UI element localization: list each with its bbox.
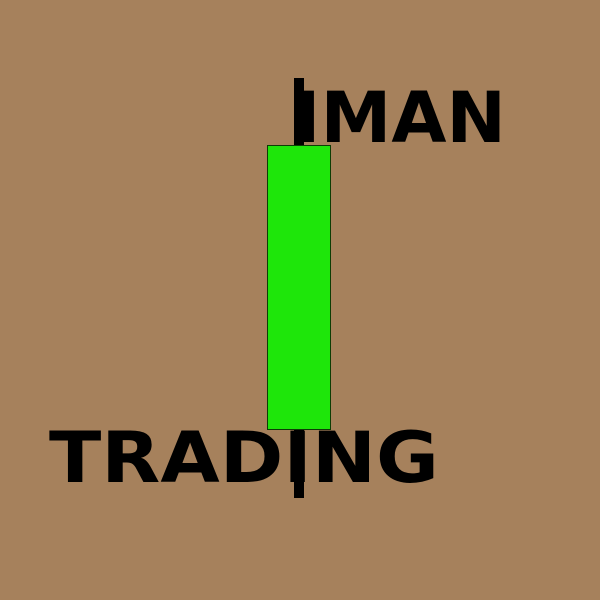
candle-body xyxy=(267,145,331,430)
logo-word-iman: IMAN xyxy=(294,77,506,159)
logo-word-trading: TRADING xyxy=(49,417,439,499)
candle-wick-top xyxy=(294,78,304,148)
candle-wick-bottom xyxy=(294,426,304,498)
